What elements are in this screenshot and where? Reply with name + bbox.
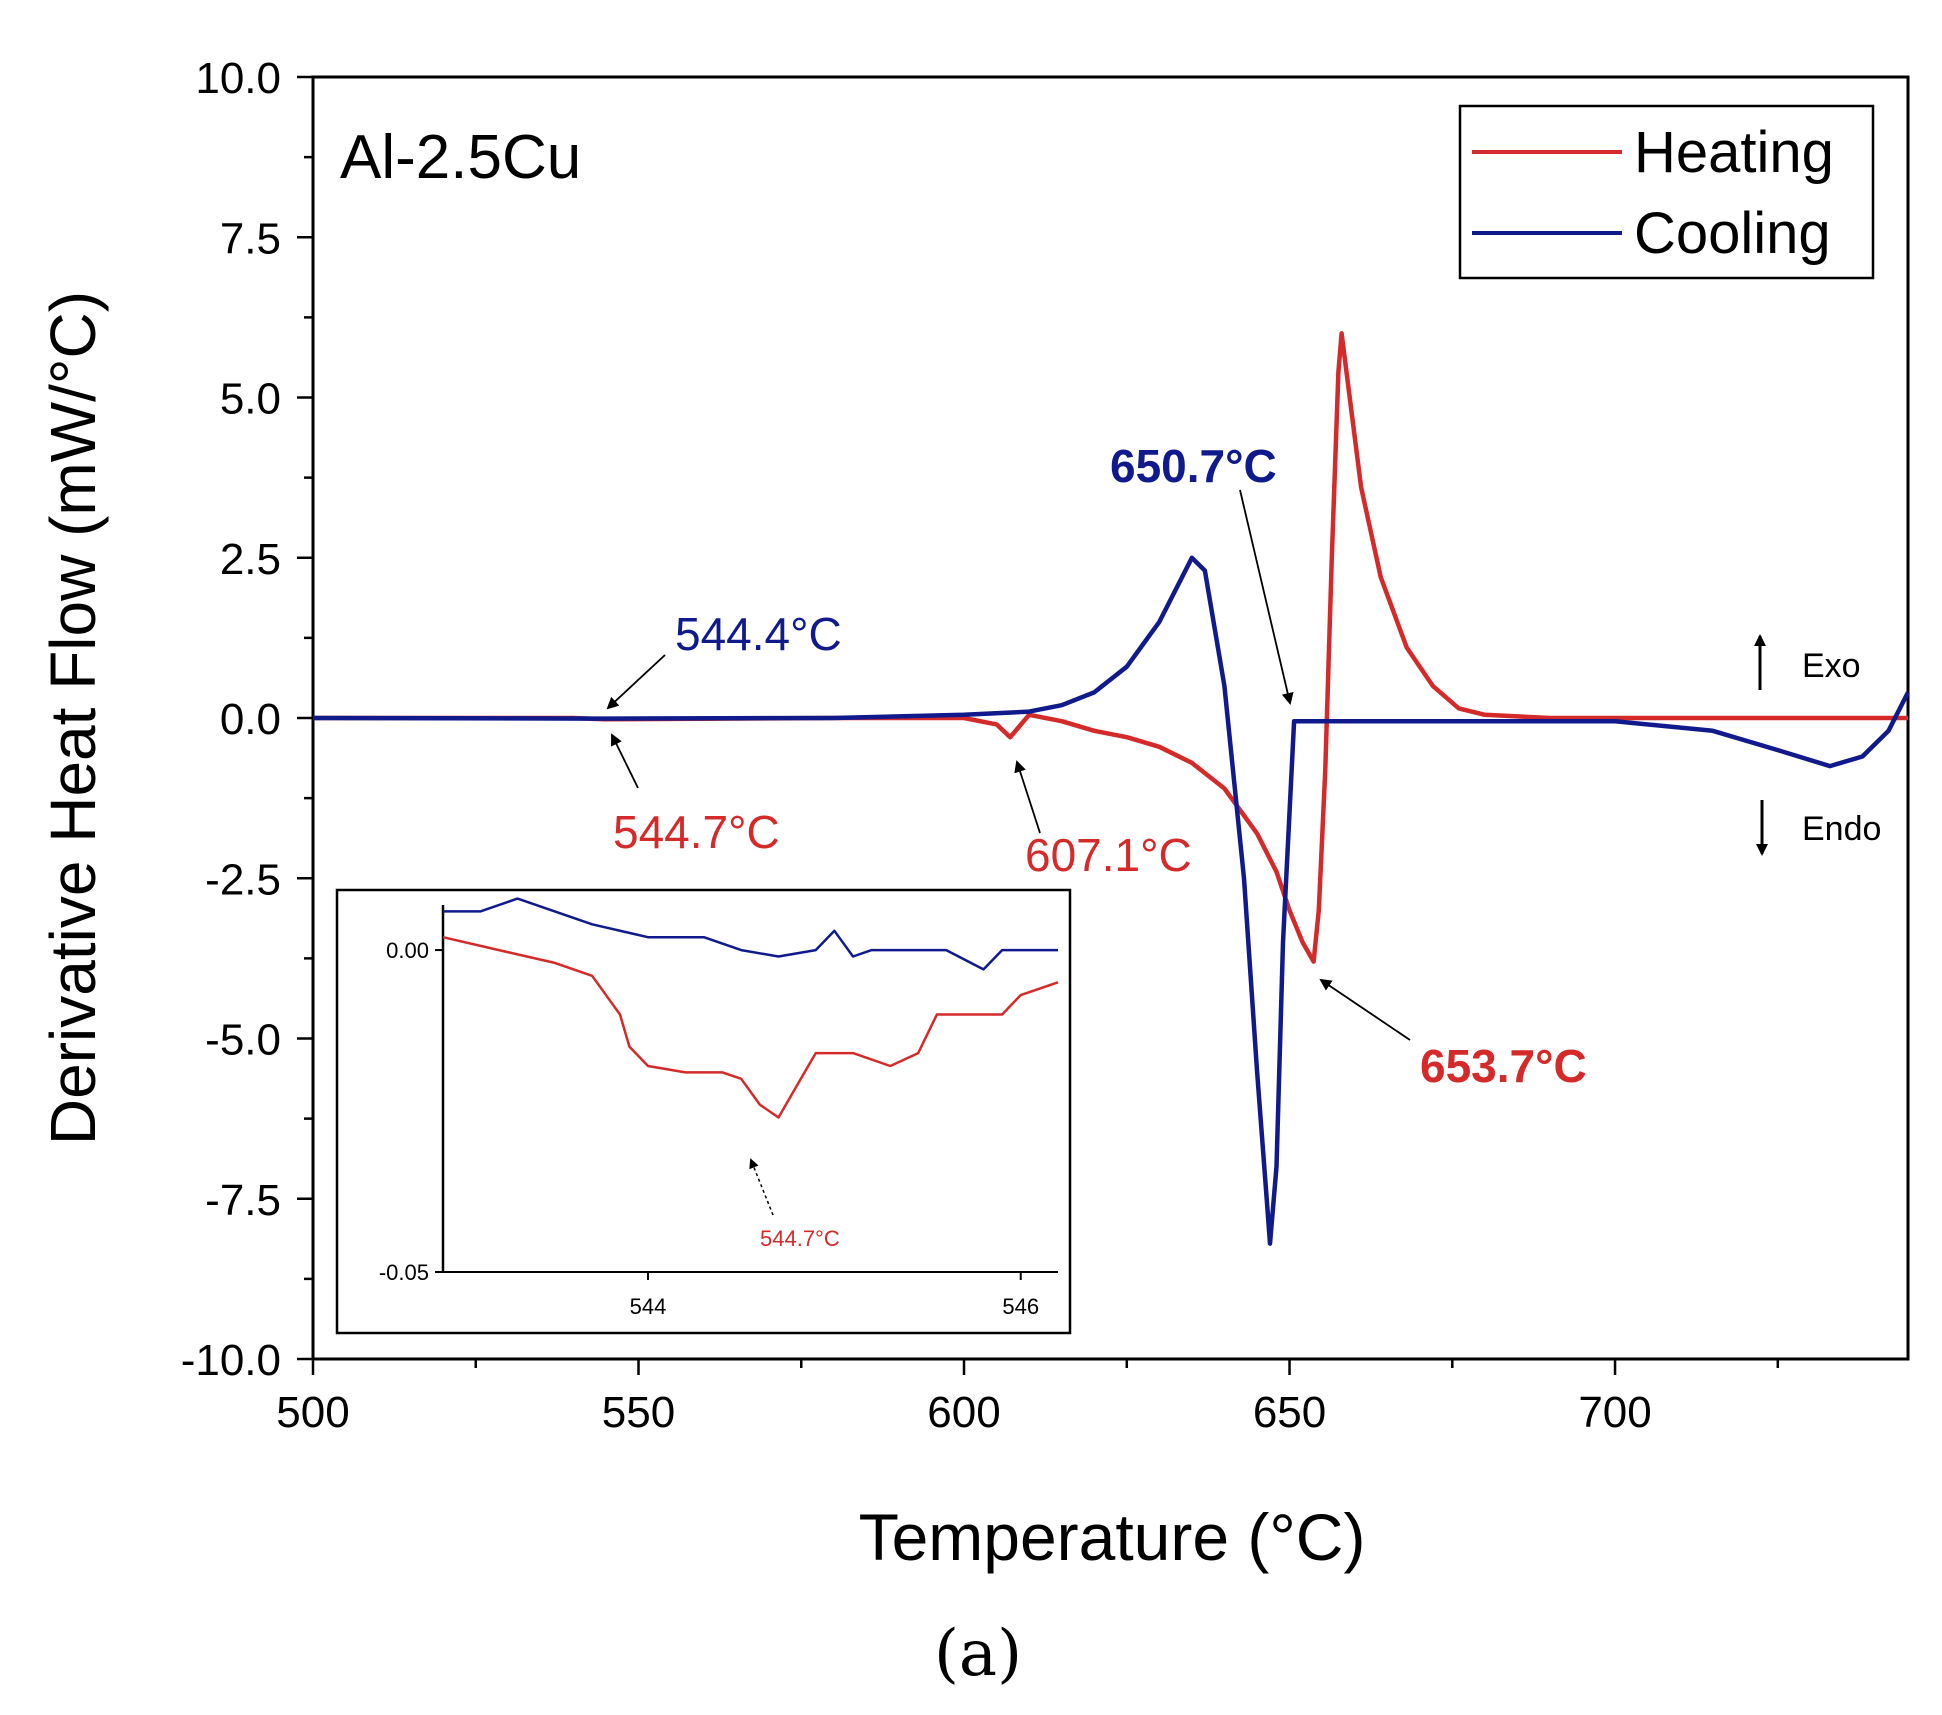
inset-series-cooling-line	[443, 897, 1058, 971]
x-axis-title: Temperature (°C)	[859, 1500, 1366, 1574]
arrow-653-7	[1319, 978, 1411, 1041]
x-tick-label: 500	[276, 1388, 349, 1437]
inset-ticks: 0.00 -0.05 544 546	[379, 938, 1039, 1319]
y-tick-label: -10.0	[181, 1336, 281, 1385]
x-tick-label: 600	[927, 1388, 1000, 1437]
y-tick-label: -7.5	[205, 1176, 281, 1225]
annotation-653-7: 653.7°C	[1420, 1040, 1587, 1092]
arrow-607-1	[1014, 760, 1041, 834]
y-axis-ticks: 10.0 7.5 5.0 2.5 0.0 -2.5 -5.0 -7.5 -10.0	[181, 54, 313, 1385]
series-cooling-line	[312, 555, 1911, 1246]
sample-label: Al-2.5Cu	[340, 123, 581, 192]
x-tick-label: 650	[1253, 1388, 1326, 1437]
inset-series-heating-line	[442, 935, 1059, 1119]
inset-y-tick-label: 0.00	[386, 938, 429, 963]
inset-y-tick-label: -0.05	[379, 1260, 429, 1285]
y-tick-label: 10.0	[195, 54, 281, 103]
y-tick-label: -2.5	[205, 855, 281, 904]
x-tick-label: 700	[1578, 1388, 1651, 1437]
legend-box	[1458, 104, 1875, 280]
annotation-607-1: 607.1°C	[1025, 829, 1192, 881]
exo-label: Exo	[1802, 647, 1861, 685]
series-layer	[312, 331, 1911, 1246]
inset-annotation: 544.7°C	[760, 1226, 840, 1251]
annotation-650-7: 650.7°C	[1110, 440, 1277, 492]
legend: Heating Cooling	[1458, 104, 1875, 280]
figure-label-text: (a)	[934, 1617, 1022, 1691]
x-axis-ticks: 500 550 600 650 700	[276, 1359, 1780, 1437]
inset-series-layer	[442, 897, 1059, 1119]
legend-cooling-label: Cooling	[1634, 201, 1831, 266]
arrow-650-7	[1239, 489, 1294, 705]
x-tick-label: 550	[602, 1388, 675, 1437]
inset-chart: 0.00 -0.05 544 546 544.7°C	[335, 888, 1072, 1335]
arrow-544-7	[611, 733, 639, 789]
inset-frame	[335, 888, 1072, 1335]
annotation-544-7: 544.7°C	[613, 806, 780, 858]
y-axis-title: Derivative Heat Flow (mW/°C)	[37, 291, 109, 1145]
y-tick-label: 7.5	[220, 214, 281, 263]
y-tick-label: -5.0	[205, 1016, 281, 1065]
y-tick-label: 5.0	[220, 375, 281, 424]
y-tick-label: 2.5	[220, 535, 281, 584]
y-tick-label: 0.0	[220, 695, 281, 744]
annotation-544-4: 544.4°C	[675, 608, 842, 660]
inset-x-tick-label: 544	[630, 1294, 667, 1319]
figure-label: (a)	[934, 1617, 1022, 1691]
series-heating-line	[313, 331, 1908, 964]
inset-arrow	[749, 1158, 774, 1216]
endo-label: Endo	[1802, 810, 1881, 848]
arrow-544-4	[606, 654, 666, 710]
inset-x-tick-label: 546	[1002, 1294, 1039, 1319]
annotations: 544.4°C 544.7°C 607.1°C 650.7°C 653.7°C …	[606, 440, 1881, 1092]
legend-heating-label: Heating	[1634, 120, 1834, 185]
